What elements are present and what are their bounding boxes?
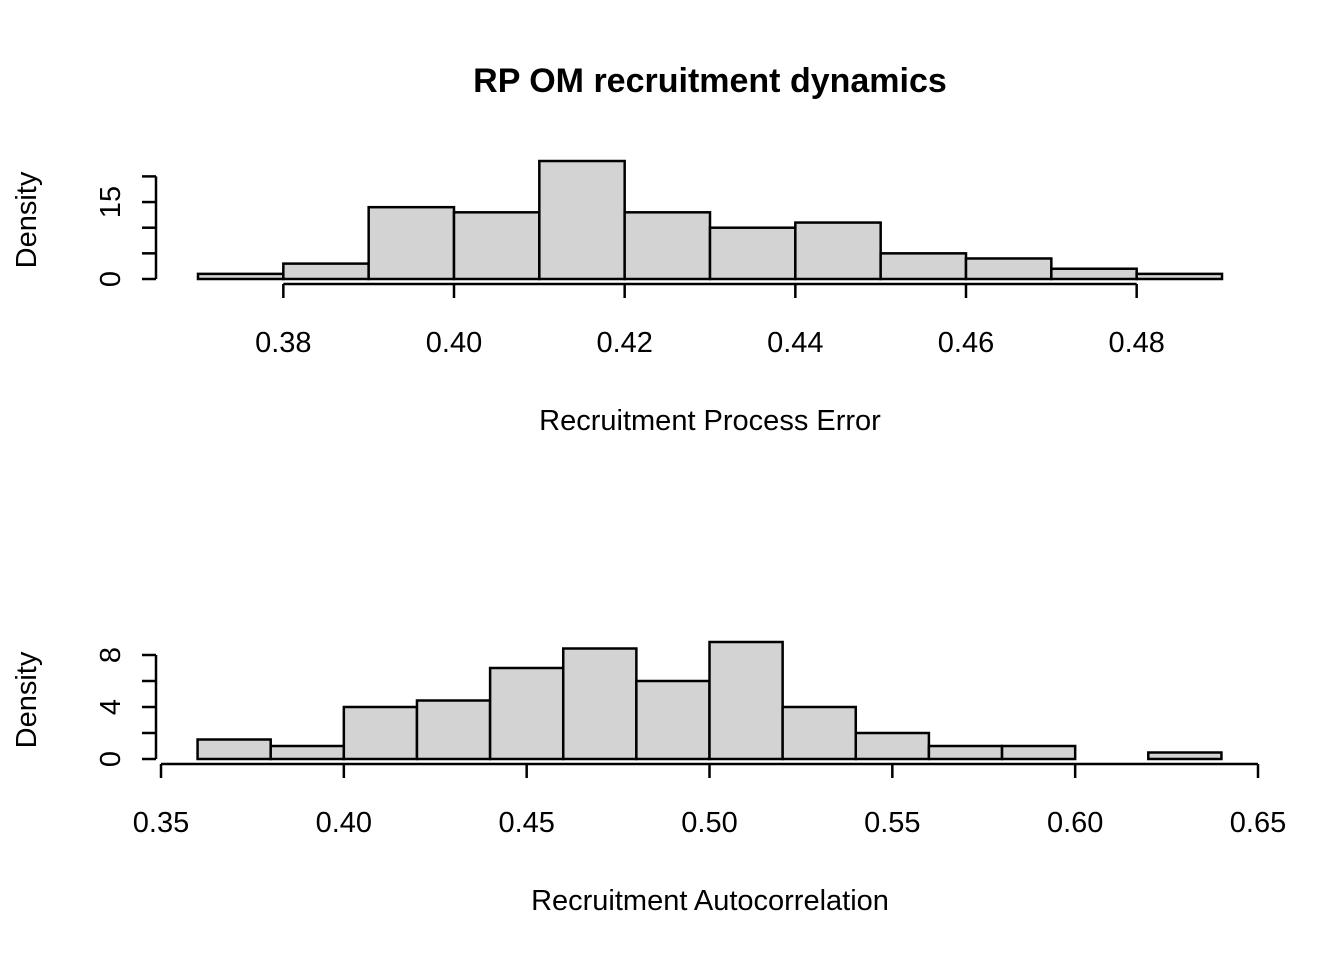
histogram-bar	[196, 738, 272, 761]
x-axis: 0.35 0.40 0.45 0.50 0.55 0.60 0.65	[133, 762, 1286, 839]
histogram-process-error: 0.38 0.40 0.42 0.44 0.46 0.48 0 15 Recruitment…	[11, 159, 1224, 437]
histogram-bar	[964, 257, 1053, 281]
y-axis-label: Density	[11, 171, 43, 268]
x-tick-label: 0.46	[938, 327, 994, 359]
histogram-bar	[879, 252, 968, 281]
x-tick-label: 0.48	[1108, 327, 1164, 359]
histogram-bar	[1050, 267, 1138, 281]
histogram-bar	[561, 647, 638, 761]
histogram-bar	[1147, 751, 1223, 761]
x-axis-label: Recruitment Autocorrelation	[531, 885, 889, 917]
x-tick-label: 0.40	[316, 807, 372, 839]
histogram-bar	[1000, 744, 1077, 761]
histogram-bar	[1135, 272, 1224, 281]
histogram-bar	[854, 731, 931, 761]
histogram-bar	[488, 666, 565, 761]
x-tick-label: 0.45	[498, 807, 554, 839]
histogram-bar	[196, 272, 285, 281]
y-tick-label: 0	[95, 751, 127, 767]
histogram-bar	[708, 640, 784, 761]
x-tick-label: 0.40	[426, 327, 482, 359]
x-axis: 0.38 0.40 0.42 0.44 0.46 0.48	[255, 282, 1165, 359]
x-tick-label: 0.55	[864, 807, 920, 839]
x-tick-label: 0.42	[596, 327, 652, 359]
histogram-bar	[269, 744, 346, 761]
x-axis-label: Recruitment Process Error	[539, 405, 881, 437]
histogram-bar	[623, 211, 712, 281]
histogram-bar	[635, 679, 711, 761]
histogram-bar	[367, 205, 456, 281]
x-tick-label: 0.44	[767, 327, 823, 359]
histogram-bar	[282, 262, 370, 281]
histogram-bar	[342, 705, 419, 761]
y-axis-label: Density	[11, 651, 43, 748]
histogram-bar	[781, 705, 858, 761]
chart-title: RP OM recruitment dynamics	[473, 62, 947, 100]
y-axis: 0 4 8	[95, 647, 158, 767]
histogram-bar	[708, 226, 797, 281]
y-tick-label: 8	[95, 647, 127, 663]
histogram-bar	[794, 221, 882, 281]
y-tick-label: 0	[95, 271, 127, 287]
y-tick-label: 15	[95, 186, 127, 218]
y-axis: 0 15	[95, 175, 158, 287]
bars-group	[196, 640, 1223, 761]
x-tick-label: 0.50	[681, 807, 737, 839]
histogram-bar	[927, 744, 1004, 761]
bars-group	[196, 159, 1224, 281]
x-tick-label: 0.35	[133, 807, 189, 839]
histogram-bar	[415, 699, 492, 761]
histogram-autocorrelation: 0.35 0.40 0.45 0.50 0.55 0.60 0.65 0 4 8 Recruit…	[11, 640, 1286, 917]
x-tick-label: 0.65	[1230, 807, 1286, 839]
histogram-bar	[452, 211, 541, 281]
histogram-bar	[538, 159, 626, 281]
x-tick-label: 0.60	[1047, 807, 1103, 839]
x-tick-label: 0.38	[255, 327, 311, 359]
y-tick-label: 4	[95, 699, 127, 715]
